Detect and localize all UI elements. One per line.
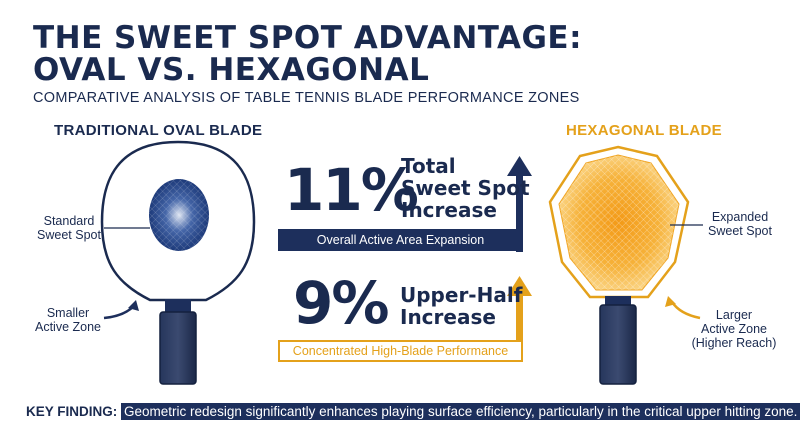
- oval-blade-handle: [159, 311, 197, 385]
- upper-half-value: 9%: [293, 269, 389, 337]
- hexagonal-blade-heading: HEXAGONAL BLADE: [566, 122, 722, 139]
- total-increase-value: 11%: [284, 156, 419, 224]
- expanded-sweet-spot-mesh: [559, 155, 679, 290]
- title-line-2: OVAL VS. HEXAGONAL: [33, 52, 430, 88]
- total-increase-arrow: [507, 156, 532, 252]
- oval-blade-heading: TRADITIONAL OVAL BLADE: [54, 122, 263, 139]
- title-line-1: THE SWEET SPOT ADVANTAGE:: [33, 20, 583, 56]
- standard-sweet-spot-mesh: [149, 179, 209, 251]
- key-finding-label: KEY FINDING:: [26, 404, 118, 419]
- overall-area-bar: Overall Active Area Expansion: [278, 229, 523, 251]
- smaller-zone-arrowhead: [128, 300, 139, 311]
- key-finding-text: Geometric redesign significantly enhance…: [121, 403, 800, 420]
- key-finding: KEY FINDING: Geometric redesign signific…: [26, 403, 800, 420]
- page-subtitle: COMPARATIVE ANALYSIS OF TABLE TENNIS BLA…: [33, 90, 580, 106]
- standard-sweet-spot-label: Standard Sweet Spot: [37, 214, 101, 242]
- oval-blade: [100, 140, 256, 385]
- larger-zone-arrowhead: [665, 296, 676, 307]
- larger-active-zone-label: Larger Active Zone (Higher Reach): [691, 308, 777, 350]
- hexagonal-blade: [548, 145, 703, 385]
- hexagonal-blade-handle: [599, 304, 637, 385]
- smaller-active-zone-label: Smaller Active Zone: [34, 306, 101, 334]
- page-title: THE SWEET SPOT ADVANTAGE: OVAL VS. HEXAG…: [33, 22, 582, 86]
- high-blade-bar: Concentrated High-Blade Performance: [278, 340, 523, 362]
- upper-half-label: Upper-Half Increase: [400, 283, 523, 329]
- expanded-sweet-spot-label: Expanded Sweet Spot: [708, 210, 772, 238]
- upper-half-arrow: [507, 276, 532, 362]
- total-increase-label: Total Sweet Spot Increase: [401, 154, 530, 222]
- oval-blade-throat: [165, 299, 191, 315]
